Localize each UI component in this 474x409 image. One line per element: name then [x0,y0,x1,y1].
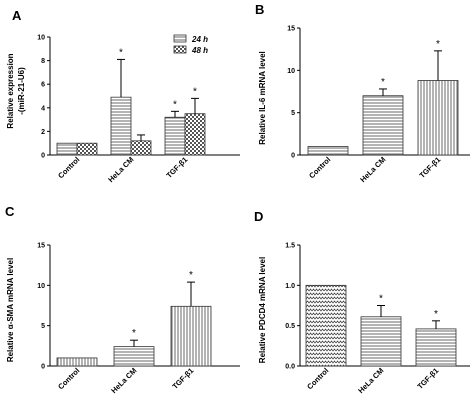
significance-star-d: * [434,309,438,320]
x-tick-label-b: Control [307,155,332,180]
y-axis-label-c: Relative α-SMA mRNA level [6,258,15,362]
bar-a-0-0 [56,142,78,156]
significance-star-a: * [119,47,123,58]
panel-letter-d: D [254,209,263,224]
chart-panel-b: 0 5 10 15 Control * HeLa CM * TGF-β1 [287,26,470,184]
bar-c-1-0 [113,346,155,367]
bar-d-1-0 [360,316,402,367]
significance-star-a: * [193,86,197,97]
y-tick-label-a: 0 [41,153,45,160]
x-tick-label-b: TGF-β1 [417,155,442,180]
panel-letter-c: C [5,204,15,219]
x-tick-label-d: HeLa CM [356,366,385,395]
panel-letter-a: A [12,8,22,23]
y-axis-label-d: Relative PDCD4 mRNA level [258,257,267,363]
significance-star-c: * [189,270,193,281]
chart-panel-c: 0 5 10 15 Control * HeLa CM * TGF-β1 [37,243,240,395]
y-tick-label-a: 10 [37,35,45,42]
y-tick-label-a: 2 [41,129,45,136]
bar-c-2-0 [170,305,212,367]
bar-a-2-0 [164,116,186,156]
y-axis-label-a-line1: Relative expression [6,53,15,128]
y-tick-label-b: 15 [287,26,295,33]
y-tick-label-d: 1.0 [285,283,295,290]
chart-panel-a: 0 2 4 6 8 10 Control * HeLa CM * * TGF-β1 [37,35,240,184]
bar-a-0-1 [76,142,98,156]
y-tick-label-d: 1.5 [285,243,295,250]
significance-star-a: * [173,99,177,110]
bar-a-2-1 [184,113,206,156]
y-tick-label-d: 0.5 [285,323,295,330]
y-axis-label-a-line2: -(miR-21-U6) [17,67,26,115]
y-tick-label-c: 10 [37,283,45,290]
y-tick-label-c: 15 [37,243,45,250]
y-tick-label-a: 8 [41,58,45,65]
y-tick-label-d: 0.0 [285,364,295,371]
y-tick-label-b: 5 [291,110,295,117]
significance-star-d: * [379,294,383,305]
x-tick-label-b: HeLa CM [358,155,387,184]
chart-panel-d: 0.0 0.5 1.0 1.5 Control * HeLa CM * TGF-β1 [285,243,470,395]
x-tick-label-c: HeLa CM [109,366,138,395]
y-tick-label-a: 6 [41,82,45,89]
y-tick-label-c: 0 [41,364,45,371]
significance-star-c: * [132,328,136,339]
x-tick-label-a: Control [56,155,81,180]
legend-label-24h: 24 h [191,35,208,44]
x-tick-label-c: Control [56,366,81,391]
bar-a-1-1 [130,140,152,156]
significance-star-b: * [436,39,440,50]
x-tick-label-a: HeLa CM [106,155,135,184]
legend-label-48h: 48 h [191,46,208,55]
legend: 24 h 48 h [173,34,208,55]
x-tick-label-d: Control [305,366,330,391]
panel-letter-b: B [255,2,264,17]
bar-b-1-0 [362,95,404,156]
bar-d-2-0 [415,328,457,367]
x-tick-label-a: TGF-β1 [164,155,189,180]
y-tick-label-b: 10 [287,68,295,75]
legend-swatch-24h [173,34,187,43]
y-axis-label-a: Relative expression -(miR-21-U6) [6,53,26,128]
bar-c-0-0 [56,357,98,367]
legend-swatch-48h [173,45,187,54]
y-tick-label-a: 4 [41,105,45,112]
y-tick-label-b: 0 [291,153,295,160]
x-tick-label-c: TGF-β1 [170,366,195,391]
bar-b-2-0 [417,80,459,156]
bar-a-1-0 [110,96,132,156]
bar-b-0-0 [307,146,349,156]
significance-star-b: * [381,77,385,88]
y-tick-label-c: 5 [41,323,45,330]
x-tick-label-d: TGF-β1 [415,366,440,391]
y-axis-label-b: Relative IL-6 mRNA level [258,51,267,145]
bar-d-0-0 [305,284,347,367]
